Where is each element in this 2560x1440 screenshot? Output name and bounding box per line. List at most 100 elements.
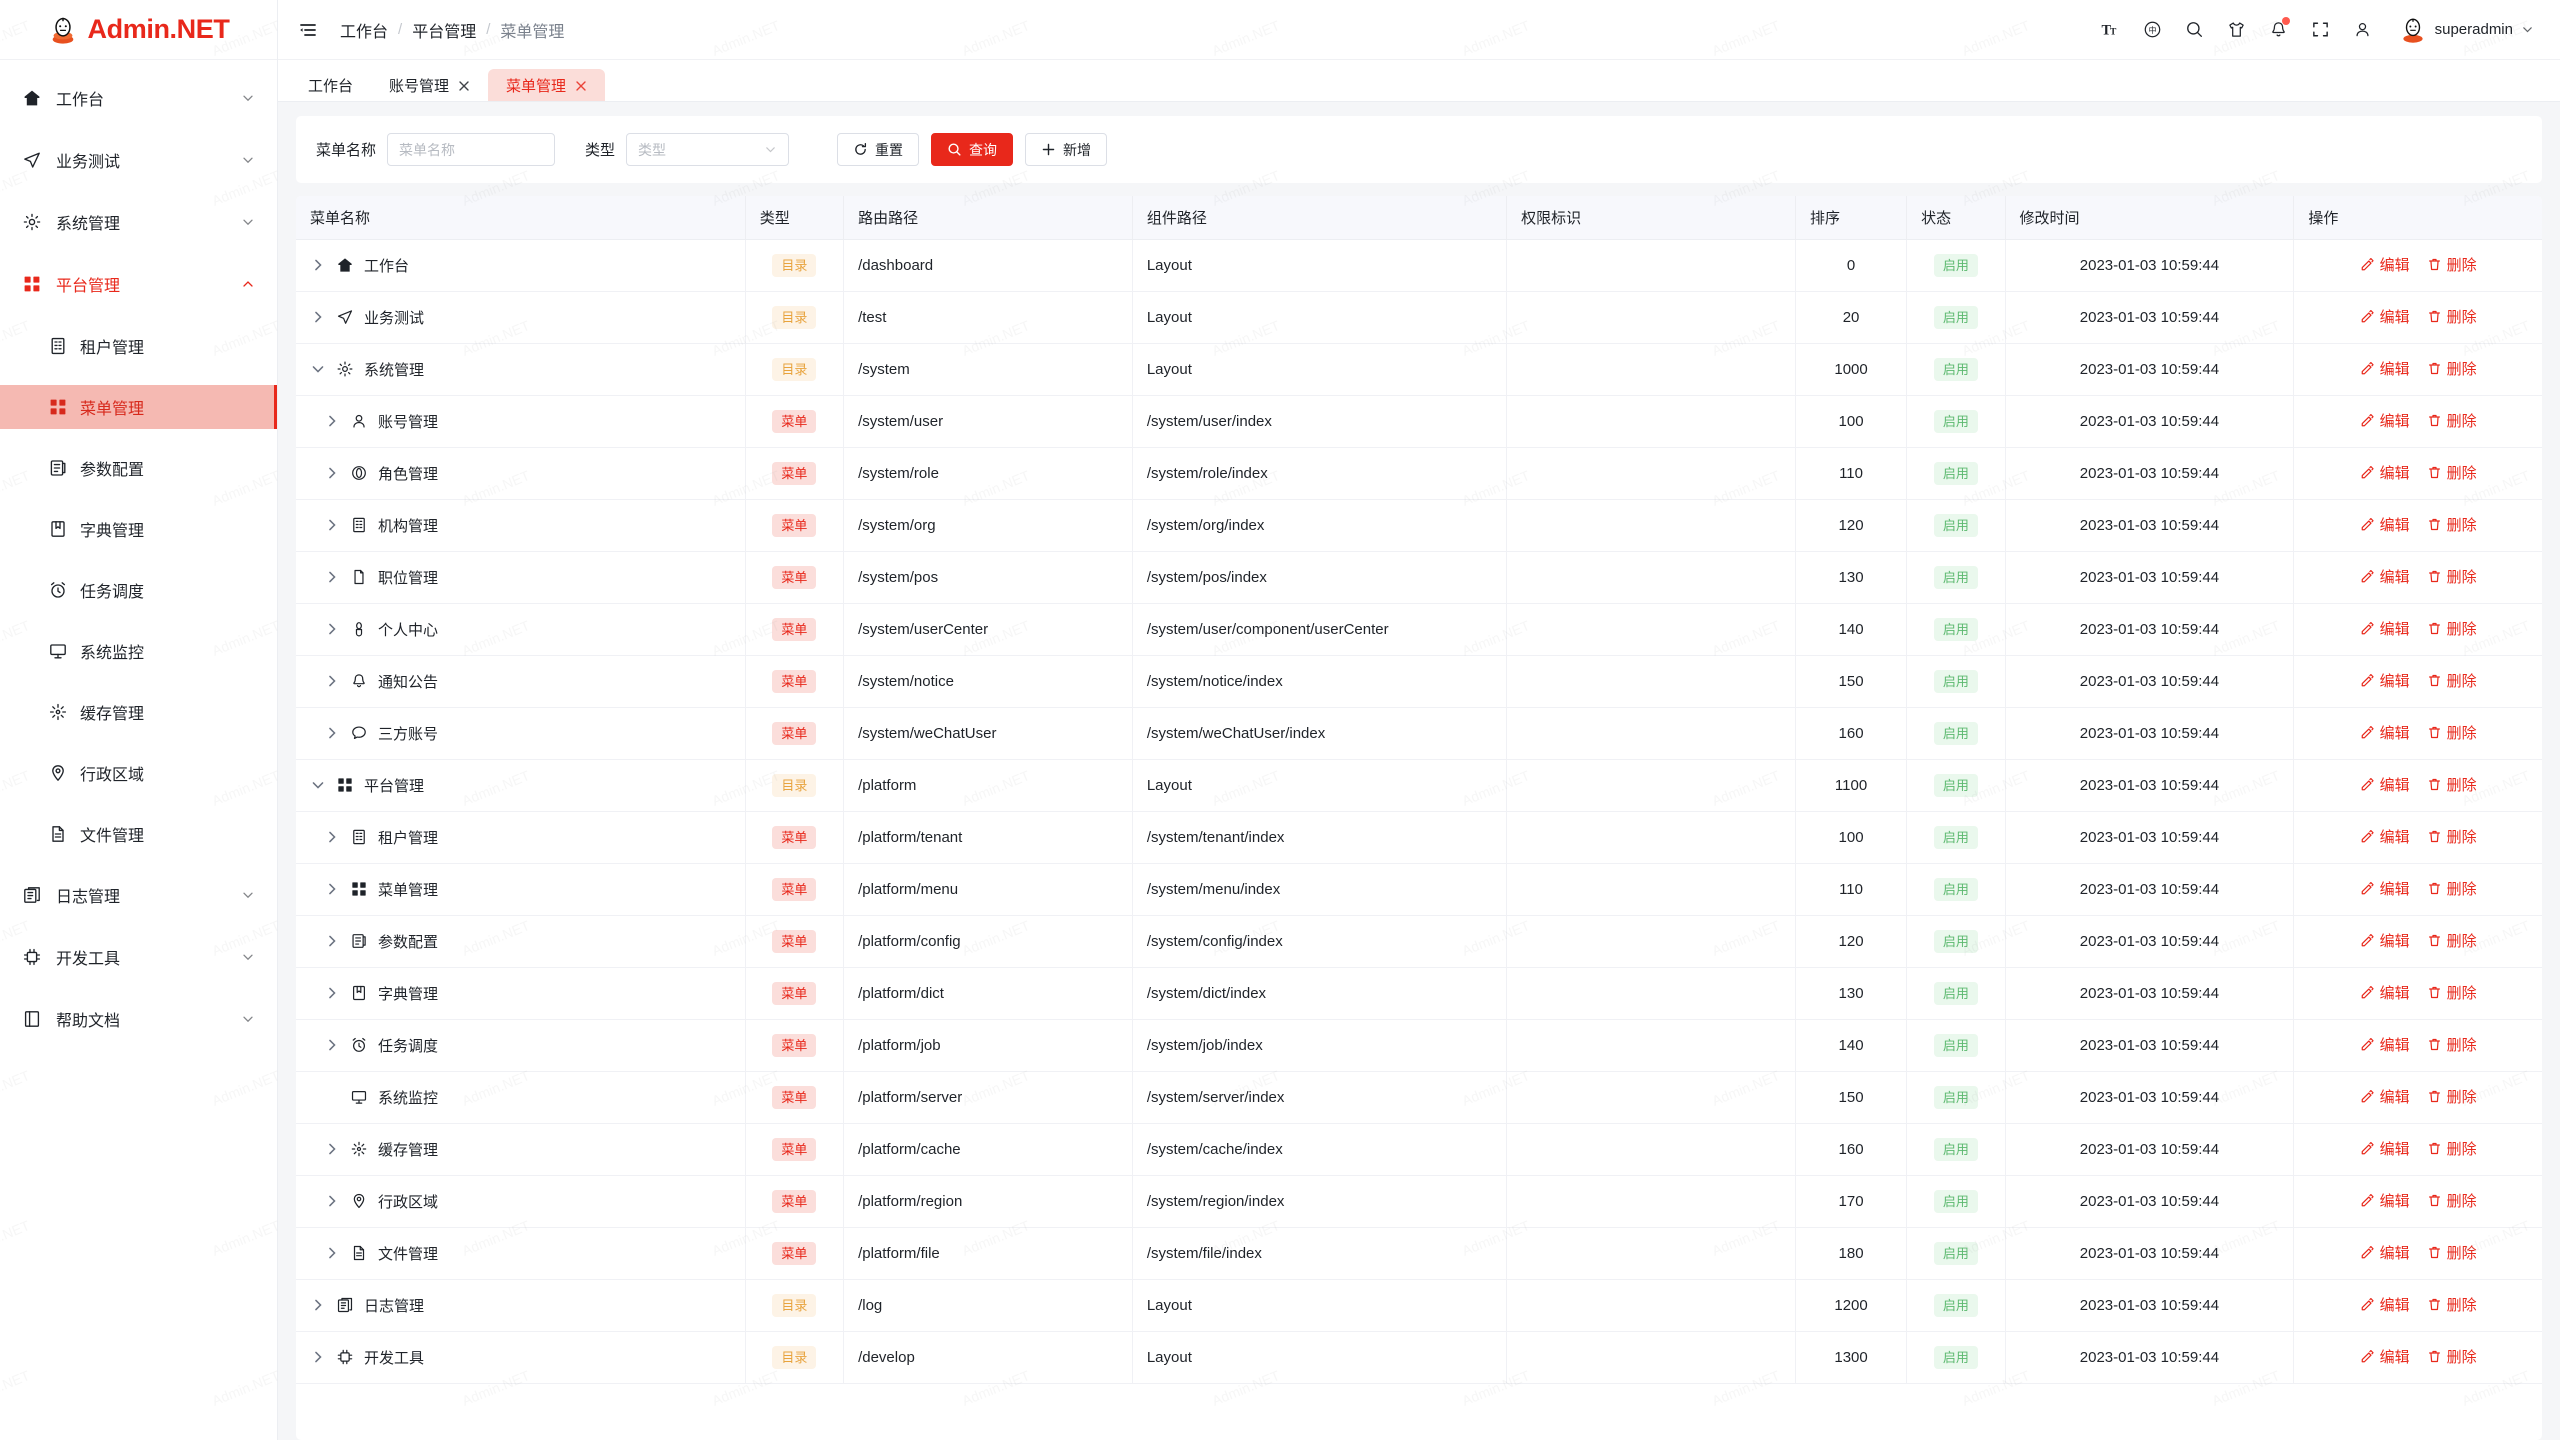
chevron-down-icon[interactable] [241,950,255,964]
edit-action[interactable]: 编辑 [2354,1190,2416,1211]
chevron-right-icon[interactable] [324,1037,340,1053]
table-row[interactable]: 缓存管理 菜单/platform/cache/system/cache/index… [296,1123,2542,1176]
tab-0[interactable]: 工作台 [290,69,371,101]
edit-action[interactable]: 编辑 [2354,826,2416,847]
sidebar-item-5[interactable]: 菜单管理 [0,385,277,429]
table-row[interactable]: 工作台 目录/dashboard Layout 0 启用 2023-01-03 10:59… [296,239,2542,292]
tab-1[interactable]: 账号管理 [371,69,488,101]
chevron-right-icon[interactable] [310,309,326,325]
search-button[interactable]: 查询 [931,133,1014,166]
delete-action[interactable]: 删除 [2421,462,2483,483]
user-icon[interactable] [2345,12,2381,48]
chevron-right-icon[interactable] [310,257,326,273]
chevron-right-icon[interactable] [310,1349,326,1365]
bell-icon[interactable] [2261,12,2297,48]
table-row[interactable]: 通知公告 菜单/system/notice/system/notice/index… [296,655,2542,708]
chevron-right-icon[interactable] [324,569,340,585]
sidebar-item-8[interactable]: 任务调度 [0,568,277,612]
chevron-right-icon[interactable] [324,829,340,845]
table-row[interactable]: 日志管理 目录/log Layout 1200 启用 2023-01-03 10:59:4… [296,1279,2542,1332]
table-row[interactable]: 个人中心 菜单/system/userCenter/system/user/com… [296,603,2542,656]
table-row[interactable]: 账号管理 菜单/system/user/system/user/index 100 启… [296,395,2542,448]
close-icon[interactable] [458,79,470,91]
chevron-right-icon[interactable] [324,465,340,481]
edit-action[interactable]: 编辑 [2354,774,2416,795]
sidebar-item-12[interactable]: 文件管理 [0,812,277,856]
chevron-right-icon[interactable] [324,933,340,949]
chevron-down-icon[interactable] [241,153,255,167]
table-row[interactable]: 机构管理 菜单/system/org/system/org/index 120 启用 2… [296,499,2542,552]
table-row[interactable]: 租户管理 菜单/platform/tenant/system/tenant/ind… [296,811,2542,864]
sidebar-item-9[interactable]: 系统监控 [0,629,277,673]
delete-action[interactable]: 删除 [2421,1086,2483,1107]
edit-action[interactable]: 编辑 [2354,930,2416,951]
delete-action[interactable]: 删除 [2421,826,2483,847]
delete-action[interactable]: 删除 [2421,774,2483,795]
table-row[interactable]: 字典管理 菜单/platform/dict/system/dict/index 13… [296,967,2542,1020]
edit-action[interactable]: 编辑 [2354,1034,2416,1055]
edit-action[interactable]: 编辑 [2354,1242,2416,1263]
edit-action[interactable]: 编辑 [2354,1138,2416,1159]
hamburger-icon[interactable] [298,20,318,40]
sidebar-item-10[interactable]: 缓存管理 [0,690,277,734]
add-button[interactable]: 新增 [1025,133,1108,166]
delete-action[interactable]: 删除 [2421,982,2483,1003]
chevron-right-icon[interactable] [324,673,340,689]
edit-action[interactable]: 编辑 [2354,1346,2416,1367]
edit-action[interactable]: 编辑 [2354,722,2416,743]
edit-action[interactable]: 编辑 [2354,514,2416,535]
delete-action[interactable]: 删除 [2421,1190,2483,1211]
sidebar-item-3[interactable]: 平台管理 [0,262,277,306]
language-icon[interactable]: 中 [2135,12,2171,48]
chevron-down-icon[interactable] [241,888,255,902]
breadcrumb-item-2[interactable]: 菜单管理 [500,23,565,41]
sidebar-item-15[interactable]: 帮助文档 [0,997,277,1041]
breadcrumb-item-1[interactable]: 平台管理 [412,23,477,41]
chevron-down-icon[interactable] [310,777,326,793]
sidebar-item-4[interactable]: 租户管理 [0,324,277,368]
sidebar-item-6[interactable]: 参数配置 [0,446,277,490]
edit-action[interactable]: 编辑 [2354,618,2416,639]
chevron-right-icon[interactable] [324,621,340,637]
type-select[interactable]: 类型 [626,133,790,166]
edit-action[interactable]: 编辑 [2354,566,2416,587]
fullscreen-icon[interactable] [2303,12,2339,48]
table-row[interactable]: 平台管理 目录/platform Layout 1100 启用 2023-01-03 10… [296,759,2542,812]
delete-action[interactable]: 删除 [2421,514,2483,535]
delete-action[interactable]: 删除 [2421,358,2483,379]
table-row[interactable]: 文件管理 菜单/platform/file/system/file/index 18… [296,1227,2542,1280]
table-row[interactable]: 职位管理 菜单/system/pos/system/pos/index 130 启用 2… [296,551,2542,604]
table-row[interactable]: 系统监控 菜单/platform/server/system/server/ind… [296,1071,2542,1124]
delete-action[interactable]: 删除 [2421,1294,2483,1315]
table-row[interactable]: 行政区域 菜单/platform/region/system/region/ind… [296,1175,2542,1228]
sidebar-item-11[interactable]: 行政区域 [0,751,277,795]
sidebar-item-14[interactable]: 开发工具 [0,935,277,979]
chevron-right-icon[interactable] [324,1193,340,1209]
edit-action[interactable]: 编辑 [2354,982,2416,1003]
table-row[interactable]: 菜单管理 菜单/platform/menu/system/menu/index 11… [296,863,2542,916]
edit-action[interactable]: 编辑 [2354,254,2416,275]
chevron-right-icon[interactable] [324,725,340,741]
sidebar-item-7[interactable]: 字典管理 [0,507,277,551]
edit-action[interactable]: 编辑 [2354,1294,2416,1315]
edit-action[interactable]: 编辑 [2354,462,2416,483]
chevron-right-icon[interactable] [310,1297,326,1313]
search-icon[interactable] [2177,12,2213,48]
edit-action[interactable]: 编辑 [2354,306,2416,327]
user-menu[interactable]: superadmin [2399,16,2536,44]
sidebar-item-2[interactable]: 系统管理 [0,200,277,244]
sidebar-item-0[interactable]: 工作台 [0,76,277,120]
chevron-right-icon[interactable] [324,985,340,1001]
chevron-right-icon[interactable] [324,1141,340,1157]
delete-action[interactable]: 删除 [2421,618,2483,639]
edit-action[interactable]: 编辑 [2354,410,2416,431]
chevron-down-icon[interactable] [310,361,326,377]
delete-action[interactable]: 删除 [2421,878,2483,899]
table-row[interactable]: 参数配置 菜单/platform/config/system/config/ind… [296,915,2542,968]
delete-action[interactable]: 删除 [2421,930,2483,951]
chevron-right-icon[interactable] [324,517,340,533]
chevron-down-icon[interactable] [241,215,255,229]
reset-button[interactable]: 重置 [837,133,920,166]
table-row[interactable]: 三方账号 菜单/system/weChatUser/system/weChatUs… [296,707,2542,760]
